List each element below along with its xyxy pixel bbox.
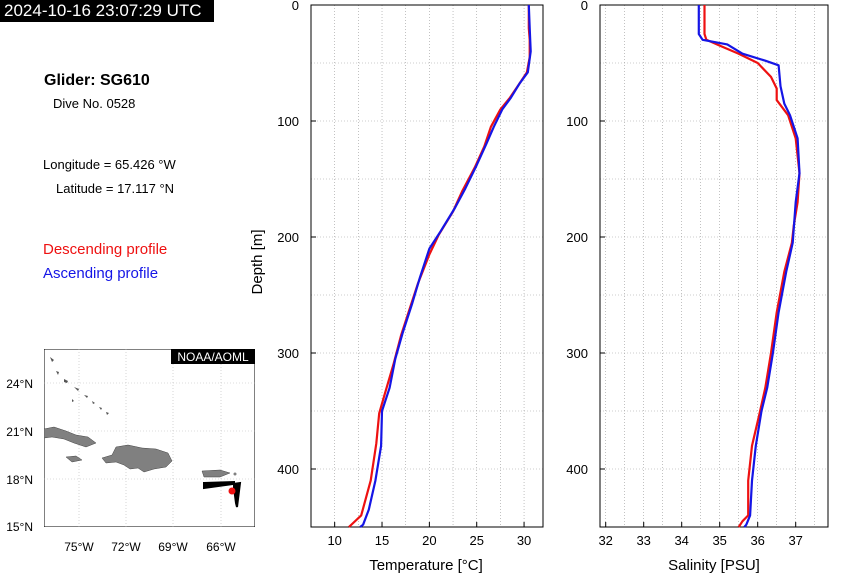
temperature-xtick-label: 10 <box>327 533 341 548</box>
salinity-xtick-label: 37 <box>788 533 802 548</box>
timestamp-banner: 2024-10-16 23:07:29 UTC <box>0 0 214 22</box>
legend-ascending: Ascending profile <box>43 265 159 282</box>
temperature-ytick-label: 0 <box>292 0 299 13</box>
legend-descending: Descending profile <box>43 241 168 258</box>
depth-axis-label: Depth [m] <box>249 229 266 294</box>
salinity-xtick-label: 34 <box>674 533 688 548</box>
temperature-xtick-label: 30 <box>517 533 531 548</box>
salinity-ytick-label: 200 <box>566 230 588 245</box>
salinity-ascending-line <box>697 5 801 528</box>
salinity-xtick-label: 32 <box>598 533 612 548</box>
glider-track <box>203 480 242 508</box>
temperature-ytick-label: 200 <box>277 230 299 245</box>
virgin-islands <box>233 472 237 476</box>
salinity-axis-label: Salinity [PSU] <box>668 557 760 574</box>
salinity-ytick-label: 300 <box>566 346 588 361</box>
hispaniola-land <box>101 444 173 473</box>
salinity-frame <box>599 4 829 528</box>
temperature-ytick-label: 100 <box>277 114 299 129</box>
temperature-xtick-label: 25 <box>469 533 483 548</box>
salinity-ytick-label: 0 <box>581 0 588 13</box>
temperature-axis-label: Temperature [°C] <box>369 557 483 574</box>
temperature-ascending-line <box>359 4 532 528</box>
cuba-land <box>44 426 97 448</box>
salinity-ytick-label: 100 <box>566 114 588 129</box>
salinity-xtick-label: 35 <box>712 533 726 548</box>
temperature-descending-line <box>348 5 531 528</box>
glider-position-marker <box>228 487 236 495</box>
map-grid <box>44 349 255 527</box>
map-credit: NOAA/AOML <box>177 350 249 364</box>
longitude-readout: Longitude = 65.426 °W <box>43 157 176 172</box>
bahamas-islands <box>50 357 109 415</box>
salinity-xtick-label: 33 <box>636 533 650 548</box>
puerto-rico-land <box>201 469 231 478</box>
temperature-xtick-label: 15 <box>375 533 389 548</box>
temperature-ytick-label: 300 <box>277 346 299 361</box>
dive-number: Dive No. 0528 <box>53 96 136 111</box>
temperature-frame <box>310 4 544 528</box>
temperature-xtick-label: 20 <box>422 533 436 548</box>
temperature-ytick-label: 400 <box>277 462 299 477</box>
location-map: NOAA/AOML <box>44 349 255 527</box>
salinity-profile-plot: 32 33 34 35 36 37 0 100 200 300 400 <box>566 0 829 548</box>
salinity-descending-line <box>703 5 801 528</box>
jamaica-land <box>65 455 83 463</box>
glider-title: Glider: SG610 <box>44 72 150 89</box>
salinity-xtick-label: 36 <box>750 533 764 548</box>
map-credit-box <box>171 349 255 364</box>
salinity-ytick-label: 400 <box>566 462 588 477</box>
latitude-readout: Latitude = 17.117 °N <box>56 181 175 196</box>
